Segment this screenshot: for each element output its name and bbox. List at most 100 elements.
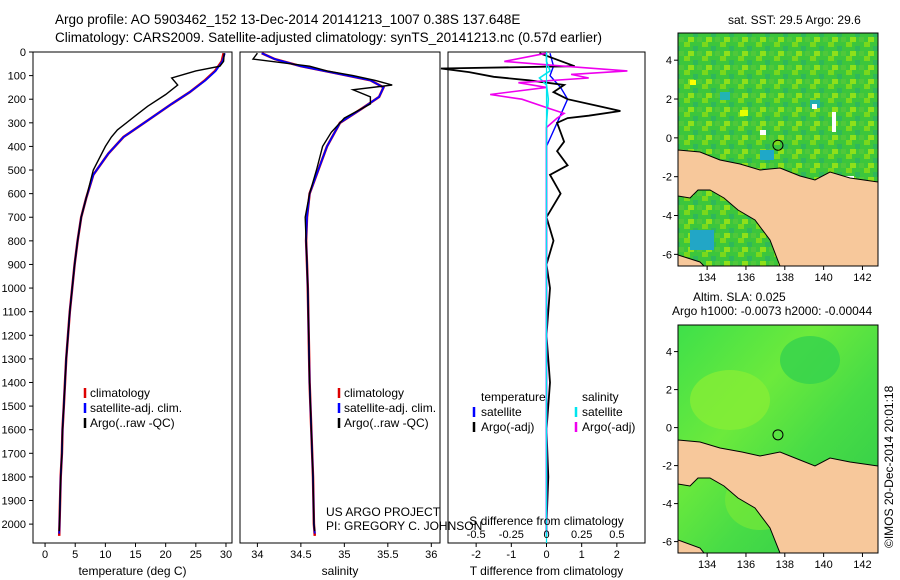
- x-tick-label: 34.5: [290, 549, 311, 561]
- x-tick-label: 15: [129, 549, 141, 561]
- plot-frame: [32, 51, 233, 544]
- legend-entry: satellite: [582, 405, 623, 419]
- map-x-tick-label: 140: [814, 272, 832, 284]
- legend-entry: satellite-adj. clim.: [344, 401, 436, 415]
- x-axis-label-top: S difference from climatology: [469, 514, 624, 528]
- map-y-tick-label: 4: [666, 347, 672, 359]
- credit-line1: US ARGO PROJECT: [326, 505, 441, 519]
- map-y-tick-label: 2: [666, 94, 672, 106]
- x-axis-label: salinity: [322, 564, 359, 578]
- y-tick-label: 1300: [2, 354, 26, 366]
- x-tick-label: 30: [220, 549, 232, 561]
- y-tick-label: 700: [8, 212, 26, 224]
- map-y-tick-label: -4: [662, 211, 672, 223]
- sla-map-title-line2: Argo h1000: -0.0073 h2000: -0.00044: [672, 304, 872, 318]
- map-x-tick-label: 134: [698, 559, 716, 571]
- argo-float-marker: [772, 429, 784, 441]
- sla-map-title-line1: Altim. SLA: 0.025: [693, 290, 786, 304]
- legend-entry: satellite-adj. clim.: [90, 401, 182, 415]
- map-y-tick-label: -4: [662, 499, 672, 511]
- y-tick-label: 1900: [2, 496, 26, 508]
- series-line-s-argo-adj-: [490, 52, 628, 534]
- series-line-argo-raw-qc-: [58, 53, 225, 532]
- x-tick-label: 35: [338, 549, 350, 561]
- x-tick-label-s: -0.25: [499, 529, 524, 541]
- y-tick-label: 600: [8, 189, 26, 201]
- map-y-tick-label: 0: [666, 133, 672, 145]
- x-tick-label: 34: [251, 549, 263, 561]
- y-tick-label: 1100: [2, 307, 26, 319]
- argo-float-marker: [772, 139, 784, 151]
- series-line-satellite-adj-clim-: [58, 52, 226, 534]
- x-tick-label: 0: [543, 549, 549, 561]
- x-axis-label: temperature (deg C): [78, 564, 186, 578]
- map-y-tick-label: -2: [662, 172, 672, 184]
- x-tick-label-s: 0.25: [571, 529, 592, 541]
- legend-entry: climatology: [90, 386, 150, 400]
- y-tick-label: 0: [20, 47, 26, 59]
- x-tick-label: -2: [471, 549, 481, 561]
- x-tick-label: 2: [614, 549, 620, 561]
- x-tick-label: 10: [99, 549, 111, 561]
- map-y-tick-label: 2: [666, 385, 672, 397]
- x-tick-label-s: 0: [543, 529, 549, 541]
- x-tick-label: 20: [160, 549, 172, 561]
- map-y-tick-label: 0: [666, 423, 672, 435]
- y-tick-label: 1500: [2, 401, 26, 413]
- header-line2: Climatology: CARS2009. Satellite-adjuste…: [55, 30, 602, 45]
- x-tick-label: -1: [506, 549, 516, 561]
- series-line-argo-raw-qc-: [251, 52, 393, 532]
- map-y-tick-label: 4: [666, 55, 672, 67]
- y-tick-label: 1200: [2, 330, 26, 342]
- sla-land-new-guinea: [678, 439, 878, 553]
- map-x-tick-label: 142: [853, 559, 871, 571]
- credit-line2: PI: GREGORY C. JOHNSON: [326, 519, 482, 533]
- series-line-t-argo-adj-: [440, 52, 621, 534]
- difference-panel: -2 -1 0 1 2 T difference from climatology S di…: [440, 51, 646, 578]
- series-line-climatology: [261, 52, 386, 536]
- y-tick-label: 1700: [2, 448, 26, 460]
- x-axis-label: T difference from climatology: [470, 564, 624, 578]
- map-x-tick-label: 136: [737, 272, 755, 284]
- salinity-panel: 34 34.5 35 35.5 36 salinity climatologysatelli…: [239, 51, 441, 578]
- header-line1: Argo profile: AO 5903462_152 13-Dec-2014…: [55, 12, 520, 27]
- map-x-tick-label: 138: [776, 559, 794, 571]
- plot-frame: [239, 51, 441, 544]
- x-tick-label: 1: [579, 549, 585, 561]
- legend-entry: Argo(..raw -QC): [344, 416, 429, 430]
- y-tick-label: 900: [8, 259, 26, 271]
- x-tick-label-s: -0.5: [467, 529, 486, 541]
- sst-land-new-guinea: [678, 149, 878, 266]
- sst-map-frame: [677, 32, 879, 267]
- map-x-tick-label: 140: [814, 559, 832, 571]
- series-line-t-satellite: [545, 53, 569, 536]
- x-tick-label-s: 0.5: [609, 529, 624, 541]
- y-tick-label: 100: [8, 71, 26, 83]
- sst-map-title: sat. SST: 29.5 Argo: 29.6: [728, 13, 861, 27]
- legend-title-temperature: temperature: [481, 390, 546, 404]
- y-tick-label: 500: [8, 165, 26, 177]
- legend-title-salinity: salinity: [582, 390, 619, 404]
- y-tick-label: 1600: [2, 425, 26, 437]
- sla-map-frame: [677, 324, 879, 554]
- y-tick-label: 1800: [2, 472, 26, 484]
- y-tick-label: 2000: [2, 519, 26, 531]
- y-tick-label: 1000: [2, 283, 26, 295]
- legend-entry: Argo(..raw -QC): [90, 416, 175, 430]
- legend-entry: satellite: [481, 405, 522, 419]
- map-y-tick-label: -2: [662, 461, 672, 473]
- map-x-tick-label: 142: [853, 272, 871, 284]
- x-tick-label: 25: [190, 549, 202, 561]
- x-tick-label: 5: [72, 549, 78, 561]
- y-tick-label: 300: [8, 118, 26, 130]
- legend-entry: Argo(-adj): [582, 420, 635, 434]
- temperature-panel: 0100200300400500600700800900100011001200…: [2, 47, 233, 578]
- map-y-tick-label: -6: [662, 537, 672, 549]
- map-y-tick-label: -6: [662, 249, 672, 261]
- y-tick-label: 400: [8, 141, 26, 153]
- map-x-tick-label: 134: [698, 272, 716, 284]
- sla-map: 134 136 138 140 142 4 2 0 -2 -4 -6: [662, 324, 879, 571]
- y-tick-label: 200: [8, 94, 26, 106]
- x-tick-label: 35.5: [377, 549, 398, 561]
- watermark: ©IMOS 20-Dec-2014 20:01:18: [882, 385, 896, 548]
